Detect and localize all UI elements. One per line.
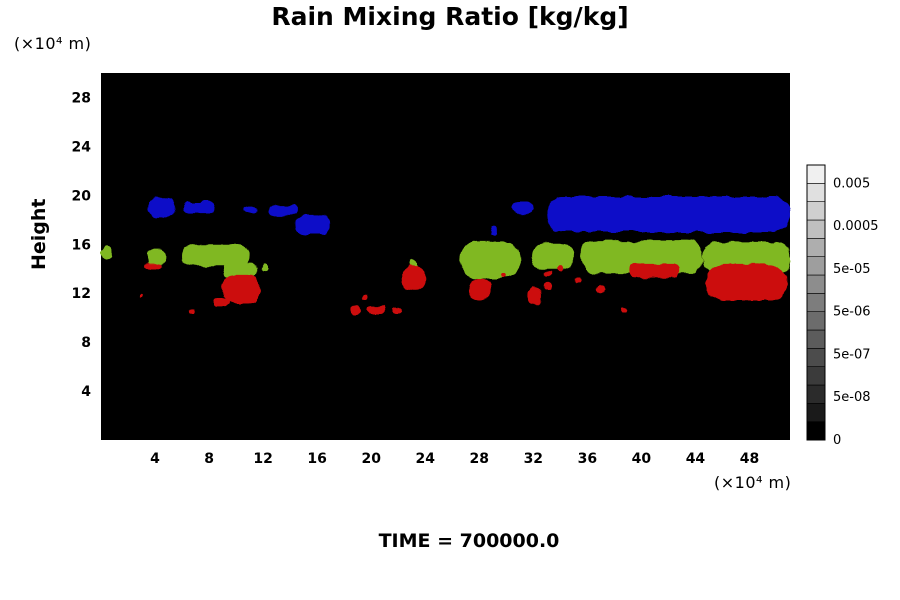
colorbar-swatch — [806, 311, 826, 331]
colorbar-swatch — [806, 201, 826, 221]
colorbar-label: 5e-06 — [833, 305, 871, 320]
lower-patch — [213, 298, 230, 308]
lower-patch — [556, 265, 564, 272]
colorbar-swatch — [806, 384, 826, 404]
colorbar-swatch — [806, 329, 826, 349]
x-unit-label: (×10⁴ m) — [714, 473, 792, 492]
lower-patch — [542, 271, 553, 277]
colorbar-label: 0.0005 — [833, 219, 879, 234]
colorbar-swatch — [806, 219, 826, 239]
lower-patch — [350, 306, 361, 314]
middle-patch — [222, 262, 258, 278]
x-tick-label: 36 — [578, 451, 597, 467]
lower-patch — [468, 278, 491, 301]
y-tick-label: 12 — [72, 286, 91, 302]
colorbar-swatch — [806, 421, 826, 441]
field-layers — [101, 196, 790, 314]
y-tick-label: 16 — [72, 237, 91, 253]
upper-patch — [296, 214, 331, 235]
y-axis: 4 8 12 16 20 24 28 — [72, 90, 92, 400]
lower-patch — [368, 306, 385, 314]
x-tick-label: 8 — [204, 451, 214, 467]
upper-patch — [242, 205, 257, 213]
x-tick-label: 32 — [524, 451, 543, 467]
colorbar-label: 0.005 — [833, 176, 870, 191]
lower-patch — [391, 306, 403, 314]
x-tick-label: 40 — [632, 451, 652, 467]
lower-patch — [596, 285, 605, 294]
middle-patch — [101, 246, 112, 259]
y-tick-label: 4 — [81, 384, 91, 400]
lower-patch — [402, 263, 426, 291]
x-axis: 4 8 12 16 20 24 28 32 36 40 44 48 — [150, 451, 759, 467]
y-tick-label: 20 — [72, 188, 92, 204]
upper-patch — [546, 196, 790, 233]
colorbar-swatch — [806, 366, 826, 386]
layer-lower — [138, 262, 788, 314]
colorbar-swatch — [806, 293, 826, 312]
upper-patch — [269, 205, 297, 215]
lower-patch — [706, 263, 788, 301]
colorbar-label: 0 — [833, 433, 841, 448]
x-tick-label: 44 — [686, 451, 706, 467]
upper-patch — [182, 201, 216, 214]
middle-patch — [460, 241, 520, 279]
chart-title: Rain Mixing Ratio [kg/kg] — [271, 2, 629, 31]
lower-patch — [527, 287, 542, 306]
colorbar-label: 5e-08 — [833, 390, 871, 405]
colorbar-label: 5e-05 — [833, 262, 871, 277]
x-tick-label: 24 — [415, 451, 435, 467]
colorbar-swatch — [806, 164, 826, 184]
lower-patch — [500, 273, 507, 279]
time-label: TIME = 700000.0 — [378, 530, 560, 552]
lower-patch — [222, 274, 261, 303]
colorbar-swatch — [806, 238, 826, 257]
colorbar-swatch — [806, 274, 826, 294]
x-tick-label: 16 — [307, 451, 326, 467]
y-unit-label: (×10⁴ m) — [14, 34, 92, 53]
y-tick-label: 24 — [72, 139, 92, 155]
colorbar-swatch — [806, 403, 826, 422]
lower-patch — [627, 263, 680, 278]
lower-patch — [621, 306, 628, 313]
x-tick-label: 48 — [740, 451, 759, 467]
lower-patch — [145, 262, 162, 269]
upper-patch — [513, 201, 534, 214]
x-tick-label: 4 — [150, 451, 160, 467]
middle-patch — [530, 244, 574, 269]
upper-patch — [490, 225, 497, 236]
colorbar-swatch — [806, 256, 826, 276]
lower-patch — [138, 294, 143, 299]
middle-patch — [146, 249, 166, 266]
colorbar-swatch — [806, 348, 826, 367]
colorbar-frame — [806, 164, 826, 441]
lower-patch — [188, 307, 195, 313]
colorbar: 0 5e-08 5e-07 5e-06 5e-05 0.0005 0.005 — [806, 164, 879, 448]
y-tick-label: 28 — [72, 90, 91, 106]
lower-patch — [361, 294, 369, 301]
lower-patch — [542, 283, 553, 290]
middle-patch — [182, 244, 250, 267]
x-tick-label: 12 — [253, 451, 272, 467]
colorbar-swatch — [806, 183, 826, 202]
x-tick-label: 20 — [361, 451, 381, 467]
lower-patch — [573, 278, 581, 284]
x-tick-label: 28 — [470, 451, 489, 467]
layer-upper — [148, 196, 790, 236]
upper-patch — [148, 197, 176, 218]
middle-patch — [260, 262, 269, 272]
colorbar-label: 5e-07 — [833, 347, 871, 362]
y-tick-label: 8 — [81, 335, 91, 351]
